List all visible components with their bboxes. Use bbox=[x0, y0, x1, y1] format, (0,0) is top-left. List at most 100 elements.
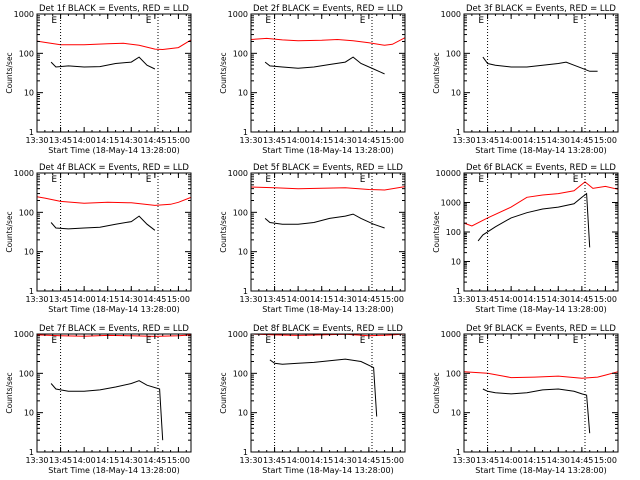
x-tick-label: 13:30 bbox=[452, 136, 475, 145]
x-tick-label: 14:30 bbox=[547, 295, 570, 304]
x-axis-label: Start Time (18-May-14 13:28:00) bbox=[48, 305, 179, 314]
x-tick-label: 14:45 bbox=[143, 136, 166, 145]
y-axis-label: Counts/sec bbox=[5, 372, 14, 413]
y-tick-label: 1 bbox=[29, 287, 34, 296]
y-tick-label: 1 bbox=[29, 128, 34, 137]
event-marker-label: E bbox=[146, 175, 152, 185]
lld-series-line bbox=[250, 186, 406, 191]
lld-series-line bbox=[463, 181, 619, 227]
x-tick-label: 13:30 bbox=[25, 136, 48, 145]
panel-det-9: Det 9f BLACK = Events, RED = LLD E E 1 10 100… bbox=[432, 324, 619, 475]
x-tick-label: 13:30 bbox=[452, 295, 475, 304]
x-tick-label: 15:00 bbox=[167, 136, 190, 145]
x-tick-label: 13:45 bbox=[476, 136, 499, 145]
event-marker-label: E bbox=[51, 175, 57, 185]
x-tick-label: 15:00 bbox=[594, 295, 617, 304]
event-marker-label: E bbox=[265, 336, 271, 346]
x-tick-label: 13:45 bbox=[263, 295, 286, 304]
events-series-line bbox=[482, 56, 598, 72]
x-tick-label: 14:30 bbox=[547, 456, 570, 465]
event-marker-label: E bbox=[146, 16, 152, 26]
y-tick-label: 10 bbox=[451, 409, 461, 418]
x-tick-label: 15:00 bbox=[381, 456, 404, 465]
event-marker-label: E bbox=[265, 175, 271, 185]
plot-frame bbox=[463, 13, 619, 133]
x-tick-label: 13:45 bbox=[263, 136, 286, 145]
x-tick-label: 14:45 bbox=[143, 456, 166, 465]
y-tick-label: 10 bbox=[24, 248, 34, 257]
x-axis-label: Start Time (18-May-14 13:28:00) bbox=[262, 466, 393, 475]
panel-title: Det 2f BLACK = Events, RED = LLD bbox=[253, 4, 403, 14]
panel-det-4: Det 4f BLACK = Events, RED = LLD E E 1 10 100… bbox=[5, 163, 192, 314]
y-tick-label: 10 bbox=[238, 409, 248, 418]
x-tick-label: 13:45 bbox=[476, 295, 499, 304]
event-marker-label: E bbox=[51, 336, 57, 346]
event-marker-label: E bbox=[360, 336, 366, 346]
x-axis-label: Start Time (18-May-14 13:28:00) bbox=[475, 466, 606, 475]
events-series-line bbox=[50, 380, 164, 441]
y-tick-label: 1000 bbox=[14, 10, 34, 19]
y-tick-label: 10 bbox=[451, 258, 461, 267]
x-tick-label: 14:30 bbox=[120, 136, 143, 145]
event-marker-label: E bbox=[146, 336, 152, 346]
lld-series-line bbox=[250, 37, 406, 46]
x-tick-label: 13:45 bbox=[49, 136, 72, 145]
x-tick-label: 14:30 bbox=[334, 136, 357, 145]
x-tick-label: 14:45 bbox=[357, 295, 380, 304]
event-marker-label: E bbox=[478, 336, 484, 346]
y-axis-label: Counts/sec bbox=[432, 52, 441, 93]
x-tick-label: 14:00 bbox=[500, 456, 523, 465]
x-tick-label: 14:00 bbox=[287, 295, 310, 304]
x-tick-label: 14:15 bbox=[523, 456, 546, 465]
panel-title: Det 7f BLACK = Events, RED = LLD bbox=[39, 324, 189, 334]
x-tick-label: 13:45 bbox=[49, 456, 72, 465]
y-tick-label: 10 bbox=[24, 409, 34, 418]
panel-title: Det 9f BLACK = Events, RED = LLD bbox=[466, 324, 616, 334]
x-tick-label: 13:30 bbox=[239, 136, 262, 145]
panel-det-2: Det 2f BLACK = Events, RED = LLD E E 1 10 100… bbox=[219, 4, 406, 155]
event-marker-label: E bbox=[573, 336, 579, 346]
panel-title: Det 5f BLACK = Events, RED = LLD bbox=[253, 163, 403, 173]
y-tick-label: 1000 bbox=[14, 169, 34, 178]
y-tick-label: 100 bbox=[19, 208, 34, 217]
x-tick-label: 14:15 bbox=[310, 295, 333, 304]
x-tick-label: 14:00 bbox=[500, 136, 523, 145]
x-axis-label: Start Time (18-May-14 13:28:00) bbox=[475, 146, 606, 155]
events-series-line bbox=[50, 56, 156, 70]
x-tick-label: 14:45 bbox=[570, 295, 593, 304]
x-tick-label: 14:00 bbox=[287, 136, 310, 145]
y-tick-label: 1000 bbox=[228, 330, 248, 339]
x-tick-label: 14:45 bbox=[143, 295, 166, 304]
y-tick-label: 100 bbox=[446, 228, 461, 237]
panel-title: Det 8f BLACK = Events, RED = LLD bbox=[253, 324, 403, 334]
y-tick-label: 10 bbox=[24, 89, 34, 98]
x-tick-label: 14:15 bbox=[310, 136, 333, 145]
events-series-line bbox=[264, 56, 385, 75]
y-tick-label: 10 bbox=[238, 89, 248, 98]
y-axis-label: Counts/sec bbox=[432, 372, 441, 413]
y-axis-label: Counts/sec bbox=[219, 372, 228, 413]
y-tick-label: 10000 bbox=[436, 169, 461, 178]
x-tick-label: 15:00 bbox=[167, 295, 190, 304]
x-tick-label: 14:00 bbox=[287, 456, 310, 465]
event-marker-label: E bbox=[478, 16, 484, 26]
x-tick-label: 14:30 bbox=[547, 136, 570, 145]
x-tick-label: 13:30 bbox=[452, 456, 475, 465]
panel-det-3: Det 3f BLACK = Events, RED = LLD E E 1 10 100… bbox=[432, 4, 619, 155]
x-tick-label: 14:15 bbox=[96, 136, 119, 145]
y-axis-label: Counts/sec bbox=[432, 211, 441, 252]
event-marker-label: E bbox=[573, 16, 579, 26]
x-tick-label: 15:00 bbox=[381, 136, 404, 145]
x-tick-label: 13:30 bbox=[25, 295, 48, 304]
event-marker-label: E bbox=[51, 16, 57, 26]
y-tick-label: 1000 bbox=[441, 330, 461, 339]
y-axis-label: Counts/sec bbox=[219, 52, 228, 93]
panel-title: Det 1f BLACK = Events, RED = LLD bbox=[39, 4, 189, 14]
plot-frame bbox=[250, 13, 406, 133]
y-tick-label: 10 bbox=[451, 89, 461, 98]
event-marker-label: E bbox=[478, 175, 484, 185]
y-tick-label: 1 bbox=[456, 448, 461, 457]
panel-title: Det 4f BLACK = Events, RED = LLD bbox=[39, 163, 189, 173]
panel-det-1: Det 1f BLACK = Events, RED = LLD E E 1 10 100… bbox=[5, 4, 192, 155]
y-tick-label: 100 bbox=[233, 49, 248, 58]
